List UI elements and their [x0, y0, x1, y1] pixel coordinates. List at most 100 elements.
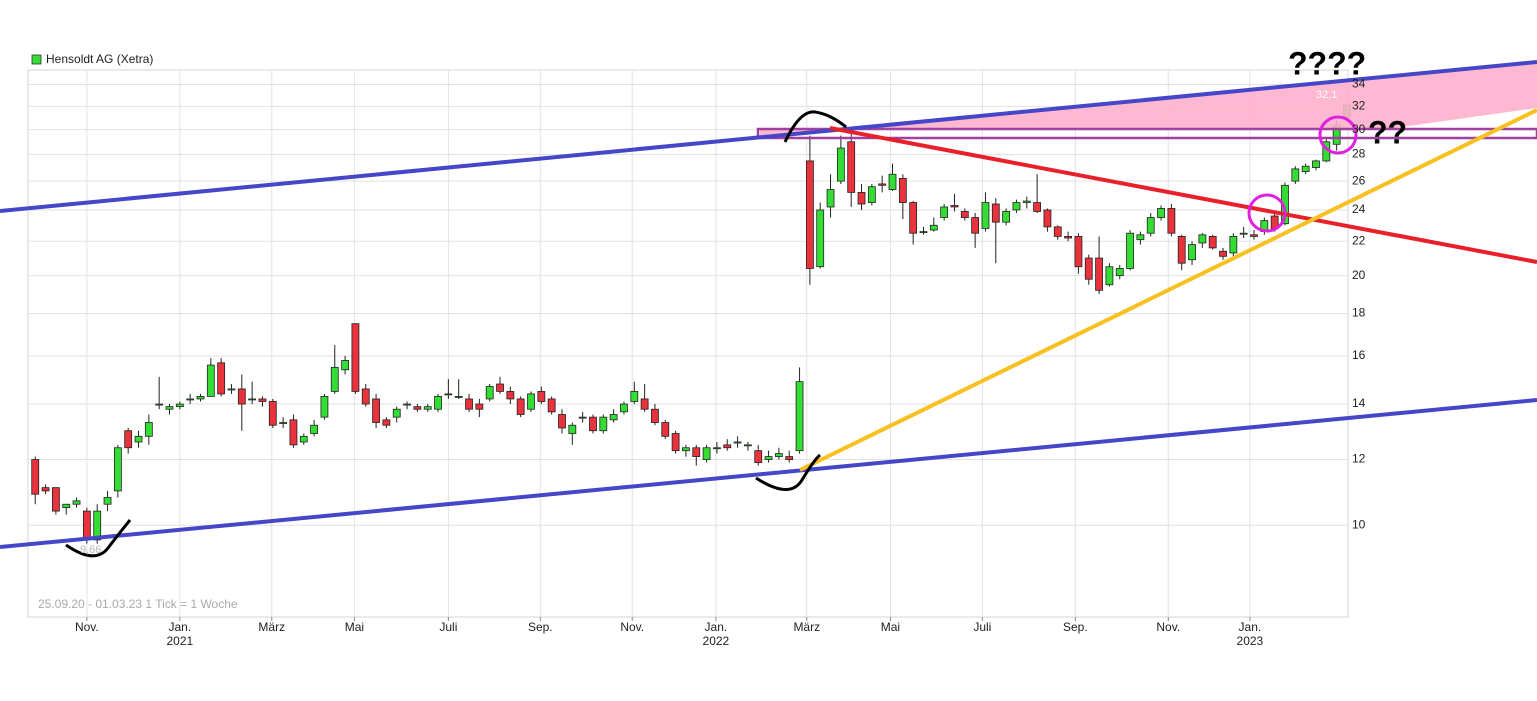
y-tick-label: 24 [1352, 202, 1366, 216]
scribble [65, 519, 132, 558]
candle-body [268, 401, 277, 426]
grid [28, 70, 1348, 617]
candles [31, 104, 1351, 544]
candle-body [826, 189, 835, 208]
x-tick-label: Juli [973, 620, 991, 634]
candle-body [1188, 244, 1196, 261]
x-year-label: 2023 [1237, 634, 1264, 648]
candle-body [248, 398, 257, 401]
candle-body [330, 366, 339, 392]
candle-body [857, 191, 866, 205]
candle-body [454, 396, 463, 398]
low-price-label: 9,66 [80, 544, 101, 556]
candle-body [867, 186, 876, 203]
y-tick-label: 28 [1352, 147, 1366, 161]
x-tick-label: März [793, 620, 820, 634]
candle-body [1033, 202, 1042, 212]
candle-body [836, 147, 845, 182]
candle-body [186, 398, 195, 401]
candle-body [289, 419, 298, 446]
candle-body [568, 424, 577, 434]
candle-body [795, 381, 804, 452]
question-marks: ?? [1368, 114, 1407, 150]
candle-body [175, 403, 184, 408]
candle-body [1219, 250, 1227, 257]
y-tick-label: 12 [1352, 452, 1366, 466]
candle-body [847, 141, 856, 193]
x-tick-label: Nov. [75, 620, 99, 634]
y-tick-label: 14 [1352, 396, 1366, 410]
candle-body [351, 323, 360, 392]
candle-body [816, 209, 825, 268]
candle-body [423, 406, 432, 410]
candle-body [444, 393, 453, 396]
y-tick-label: 30 [1352, 122, 1366, 136]
candle-body [620, 403, 628, 413]
candle-body [713, 447, 721, 450]
candle-body [1022, 200, 1031, 203]
candle-body [1074, 236, 1083, 268]
y-tick-label: 22 [1352, 233, 1366, 247]
candle-body [1177, 236, 1186, 264]
scribble [783, 110, 847, 143]
candle-body [227, 388, 236, 391]
x-year-label: 2021 [166, 634, 193, 648]
candle-body [237, 388, 246, 405]
candle-body [640, 398, 649, 410]
candle-body [506, 391, 515, 400]
candle-body [165, 406, 174, 410]
x-tick-label: März [258, 620, 285, 634]
candle-body [41, 487, 50, 492]
x-tick-label: Mai [881, 620, 900, 634]
candle-body [51, 487, 60, 512]
candle-body [785, 456, 794, 460]
candle-body [1043, 209, 1052, 228]
candle-body [72, 500, 81, 505]
candle-body [144, 422, 153, 437]
y-tick-label: 20 [1352, 268, 1366, 282]
candle-body [898, 177, 907, 203]
purple-zone [756, 127, 1537, 140]
candle-body [1084, 257, 1093, 280]
x-tick-label: Sep. [1063, 620, 1088, 634]
candle-body [403, 403, 411, 406]
candle-body [361, 388, 370, 405]
y-tick-label: 18 [1352, 306, 1366, 320]
candle-body [434, 396, 442, 410]
candle-body [62, 503, 71, 509]
candle-body [1229, 236, 1238, 254]
candle-body [888, 173, 897, 190]
candle-body [82, 510, 91, 541]
y-tick-label: 10 [1352, 517, 1366, 531]
candle-body [1198, 234, 1207, 244]
candle-body [723, 444, 732, 449]
candle-body [206, 364, 215, 397]
lower-channel-line [0, 398, 1537, 549]
candle-body [1291, 168, 1300, 182]
x-tick-label: Jan. [168, 620, 191, 634]
candle-body [589, 416, 597, 432]
candle-body [113, 447, 122, 492]
y-tick-label: 16 [1352, 348, 1366, 362]
upper-channel-line [0, 60, 1537, 213]
candle-body [744, 444, 752, 447]
highlight-circle [1247, 193, 1287, 233]
candle-body [341, 360, 349, 371]
candle-body [134, 435, 143, 443]
scribble [755, 453, 822, 491]
red-trend-line [829, 126, 1537, 264]
candle-body [103, 497, 112, 505]
x-tick-label: Jan. [1239, 620, 1262, 634]
candle-body [1002, 211, 1011, 223]
candle-body [671, 433, 680, 452]
candle-body [1105, 266, 1114, 286]
candle-body [496, 383, 504, 392]
candle-body [1301, 165, 1310, 172]
candle-body [217, 362, 226, 395]
candle-body [155, 403, 164, 406]
candle-body [516, 398, 525, 415]
candle-body [547, 398, 556, 413]
candle-body [299, 435, 308, 443]
candle-body [991, 203, 1000, 223]
